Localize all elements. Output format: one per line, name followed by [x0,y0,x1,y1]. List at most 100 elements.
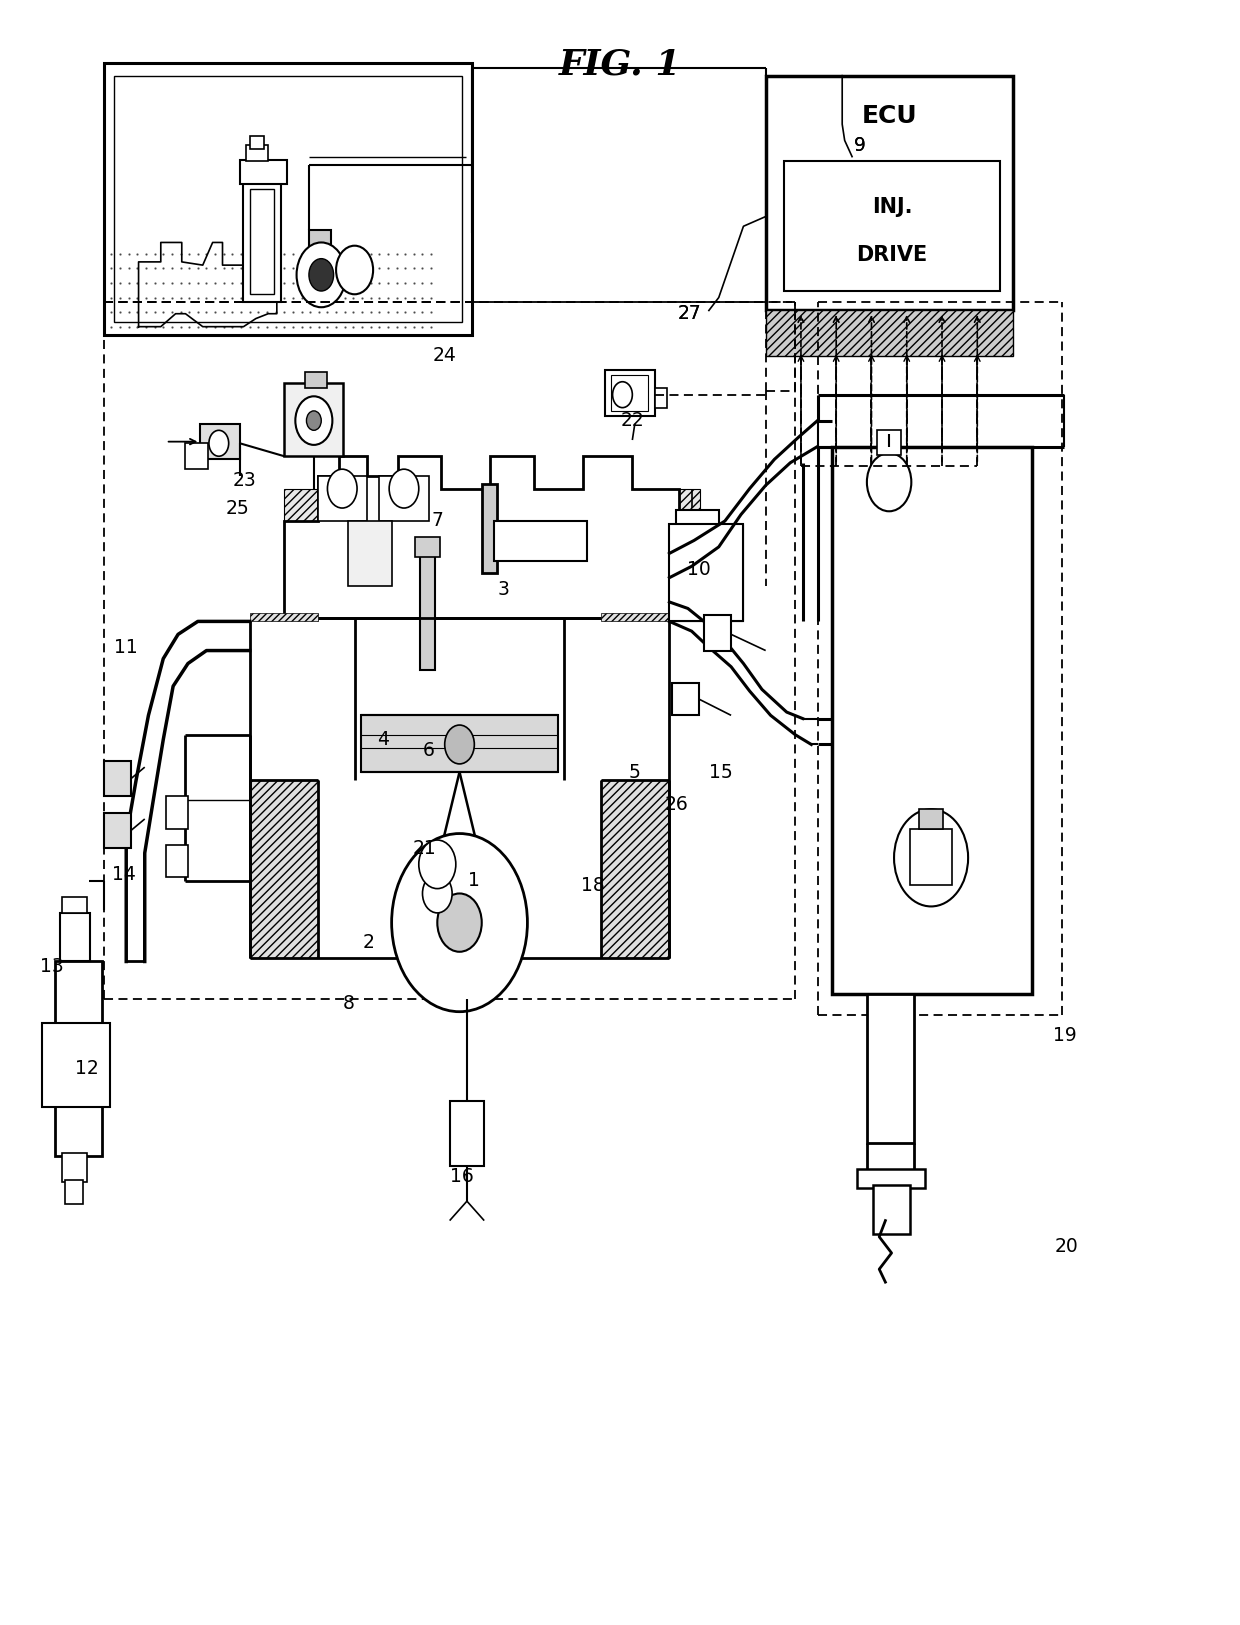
Text: 4: 4 [377,730,389,749]
Bar [670,525,744,621]
Circle shape [208,431,228,457]
Bar [201,424,239,460]
Bar [55,962,102,1155]
Bar [765,310,1013,356]
Text: FIG. 1: FIG. 1 [559,47,681,81]
Text: 25: 25 [226,499,249,517]
Bar [166,845,188,878]
Text: ECU: ECU [862,104,916,128]
Bar [361,715,558,772]
Text: DRIVE: DRIVE [857,245,928,265]
Bar [450,1100,484,1165]
Text: 22: 22 [620,411,645,431]
Bar [249,188,274,294]
Circle shape [445,725,475,764]
Bar [166,796,188,829]
Bar [348,522,392,585]
Bar [379,476,429,522]
Bar [62,897,87,913]
Bar [832,447,1033,994]
Text: 27: 27 [677,304,701,323]
Text: 21: 21 [413,838,436,858]
Text: 26: 26 [665,795,688,814]
Circle shape [438,894,482,952]
Circle shape [327,470,357,509]
Bar [611,375,649,411]
Text: 12: 12 [74,1060,99,1077]
Text: 5: 5 [629,762,641,782]
Bar [186,444,207,470]
Bar [104,812,131,848]
Text: 2: 2 [362,933,374,952]
Circle shape [389,470,419,509]
Bar [114,76,463,322]
Text: 9: 9 [853,136,866,154]
Circle shape [309,258,334,291]
Circle shape [392,834,527,1012]
Text: 13: 13 [40,957,64,977]
Bar [601,780,670,959]
Bar [704,614,732,650]
Bar [415,538,440,557]
Text: 3: 3 [498,580,510,598]
Text: 14: 14 [112,864,135,884]
Text: 1: 1 [469,871,480,890]
Text: 15: 15 [709,762,733,782]
Text: 20: 20 [1055,1237,1079,1256]
Bar [284,384,343,457]
Bar [867,994,914,1142]
Text: 18: 18 [582,876,605,895]
Text: 27: 27 [677,304,701,323]
Bar [104,63,472,335]
Text: 9: 9 [853,136,866,154]
Bar [104,760,131,796]
Text: 6: 6 [423,741,434,760]
Bar [877,431,901,455]
Bar [655,388,667,408]
Circle shape [296,242,346,307]
Bar [765,76,1013,310]
Circle shape [306,411,321,431]
Bar [873,1185,910,1233]
Circle shape [894,809,968,907]
Circle shape [419,840,456,889]
Bar [309,229,331,258]
Text: 24: 24 [433,346,456,366]
Bar [305,372,327,388]
Bar [857,1168,925,1188]
Bar [910,829,952,886]
Bar [482,484,496,574]
Circle shape [867,453,911,512]
Circle shape [613,382,632,408]
Bar [676,510,719,577]
Bar [249,780,317,959]
Text: 16: 16 [450,1167,474,1186]
Bar [249,135,264,148]
Circle shape [295,396,332,445]
Bar [284,489,701,618]
Bar [670,525,744,621]
Bar [62,1152,87,1181]
Bar [494,522,587,562]
Bar [64,1180,83,1204]
Text: 10: 10 [687,561,711,578]
Text: 7: 7 [432,512,443,530]
Circle shape [423,874,453,913]
Bar [919,809,944,829]
Bar [246,145,268,161]
Text: 19: 19 [1053,1027,1076,1045]
Polygon shape [284,457,701,618]
Bar [420,541,435,670]
Bar [249,613,317,621]
Circle shape [336,245,373,294]
Bar [243,180,280,302]
Bar [601,613,670,621]
Bar [317,476,367,522]
Text: 23: 23 [233,471,257,491]
Text: INJ.: INJ. [872,197,913,216]
Bar [605,370,655,416]
Text: 8: 8 [342,994,355,1012]
Bar [672,682,699,715]
Text: 11: 11 [114,639,138,656]
Bar [42,1024,110,1107]
